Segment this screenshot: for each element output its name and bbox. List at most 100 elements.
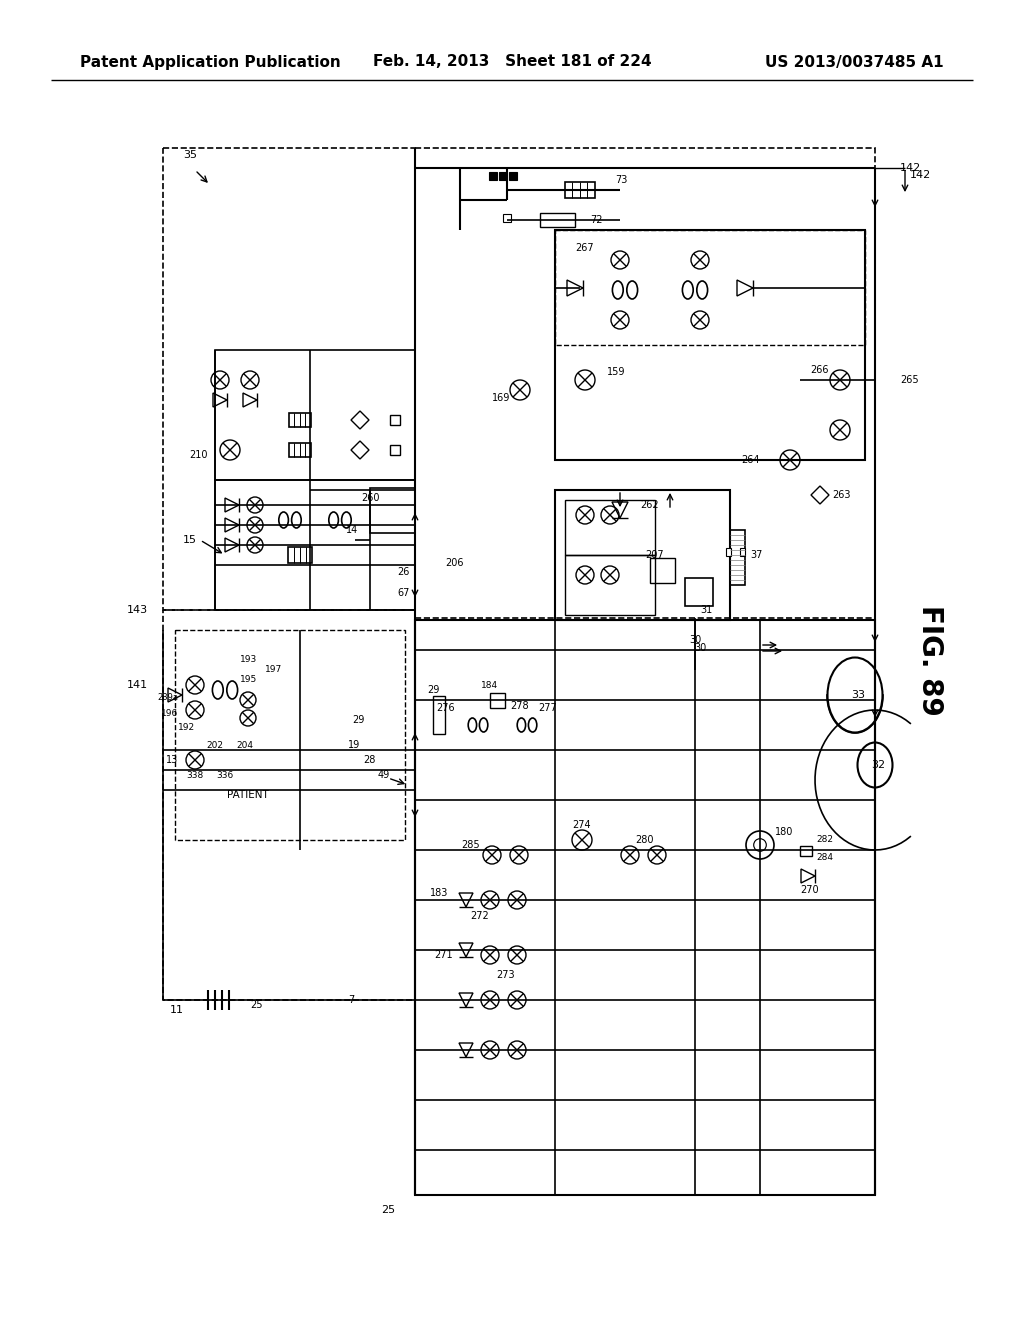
Text: 30: 30 (694, 643, 707, 653)
Bar (390, 445, 400, 455)
Text: 270: 270 (801, 884, 819, 895)
Text: Patent Application Publication: Patent Application Publication (80, 54, 341, 70)
Text: 272: 272 (471, 911, 489, 921)
Text: 25: 25 (381, 1205, 395, 1214)
Text: 141: 141 (127, 680, 148, 690)
Text: 25: 25 (250, 1001, 262, 1010)
Bar (503, 214, 511, 222)
Text: 180: 180 (775, 828, 794, 837)
Bar (175, 630, 406, 840)
Text: 260: 260 (360, 492, 379, 503)
Text: 33: 33 (851, 690, 865, 700)
Text: 32: 32 (871, 760, 885, 770)
Text: 19: 19 (348, 741, 360, 750)
Text: 193: 193 (240, 656, 257, 664)
Text: 265: 265 (900, 375, 919, 385)
Text: 183: 183 (430, 888, 449, 898)
Bar (726, 548, 731, 556)
Text: 204: 204 (237, 741, 254, 750)
Text: 197: 197 (265, 665, 283, 675)
Text: 28: 28 (362, 755, 376, 766)
Text: 280: 280 (635, 836, 653, 845)
Text: 195: 195 (240, 676, 257, 685)
Text: 169: 169 (492, 393, 510, 403)
Text: 35: 35 (183, 150, 197, 160)
Text: 13: 13 (166, 755, 178, 766)
Text: 267: 267 (575, 243, 594, 253)
Text: 273: 273 (497, 970, 515, 979)
Bar (370, 488, 415, 533)
Text: 284: 284 (816, 854, 833, 862)
Bar (433, 696, 445, 734)
Text: US 2013/0037485 A1: US 2013/0037485 A1 (765, 54, 944, 70)
Bar (565, 554, 655, 615)
Text: Feb. 14, 2013   Sheet 181 of 224: Feb. 14, 2013 Sheet 181 of 224 (373, 54, 651, 70)
Text: 67: 67 (397, 587, 410, 598)
Text: 271: 271 (434, 950, 453, 960)
Bar (415, 620, 874, 1195)
Text: 143: 143 (127, 605, 148, 615)
Text: PATIENT: PATIENT (227, 789, 269, 800)
Bar (740, 548, 745, 556)
Text: 29: 29 (352, 715, 365, 725)
Bar (215, 350, 415, 480)
Text: 210: 210 (189, 450, 208, 459)
Bar (555, 230, 865, 345)
Text: 15: 15 (183, 535, 197, 545)
Text: 338: 338 (186, 771, 204, 780)
Text: 73: 73 (615, 176, 628, 185)
Text: 263: 263 (831, 490, 851, 500)
Bar (490, 693, 505, 708)
Bar (540, 213, 575, 227)
Bar (499, 172, 507, 180)
Text: 142: 142 (910, 170, 931, 180)
Bar (565, 182, 595, 198)
Bar (685, 578, 713, 606)
Bar (800, 846, 812, 855)
Bar (163, 610, 415, 1001)
Text: 274: 274 (572, 820, 591, 830)
Text: 29: 29 (427, 685, 439, 696)
Text: 336: 336 (216, 771, 233, 780)
Text: 184: 184 (481, 681, 499, 690)
Bar (650, 558, 675, 583)
Text: 142: 142 (900, 162, 922, 173)
Bar (289, 413, 311, 426)
Bar (215, 480, 415, 610)
Bar (163, 148, 415, 610)
Text: 285: 285 (462, 840, 480, 850)
Text: 266: 266 (810, 366, 828, 375)
Bar (390, 414, 400, 425)
Text: 159: 159 (607, 367, 626, 378)
Bar (730, 531, 745, 585)
Text: 202: 202 (207, 741, 223, 750)
Text: 262: 262 (640, 500, 658, 510)
Text: 196: 196 (161, 710, 178, 718)
Text: 206: 206 (445, 558, 464, 568)
Bar (555, 230, 865, 459)
Text: 26: 26 (397, 568, 410, 577)
Text: 14: 14 (346, 525, 358, 535)
Bar (288, 546, 312, 564)
Text: 49: 49 (378, 770, 390, 780)
Text: 72: 72 (590, 215, 602, 224)
Text: 278: 278 (511, 701, 529, 711)
Text: 207: 207 (645, 550, 664, 560)
Bar (289, 444, 311, 457)
Text: 192: 192 (178, 723, 196, 733)
Text: FIG. 89: FIG. 89 (916, 605, 944, 715)
Text: 7: 7 (348, 995, 354, 1005)
Text: 277: 277 (539, 704, 557, 713)
Bar (415, 148, 874, 1195)
Text: 37: 37 (750, 550, 763, 560)
Text: 11: 11 (170, 1005, 184, 1015)
Text: 239a: 239a (157, 693, 178, 701)
Text: 282: 282 (816, 836, 833, 845)
Bar (555, 490, 730, 620)
Text: 31: 31 (700, 605, 713, 615)
Text: 276: 276 (436, 704, 456, 713)
Bar (509, 172, 517, 180)
Bar (565, 500, 655, 554)
Text: 264: 264 (741, 455, 760, 465)
Bar (489, 172, 497, 180)
